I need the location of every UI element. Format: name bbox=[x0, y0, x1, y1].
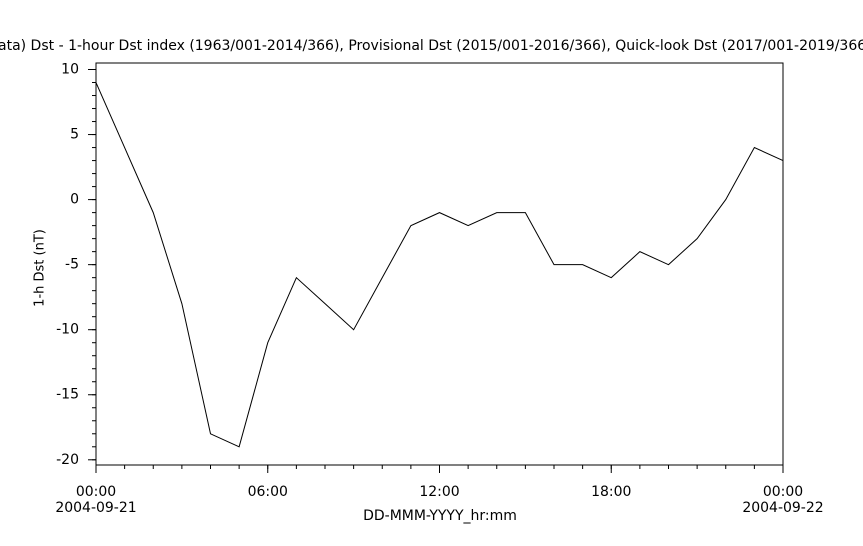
x-axis-label: DD-MMM-YYYY_hr:mm bbox=[363, 508, 517, 524]
plot-frame bbox=[95, 62, 784, 466]
y-tick-label: 5 bbox=[70, 127, 79, 143]
data-line bbox=[95, 82, 784, 448]
y-tick-label: -20 bbox=[56, 452, 79, 468]
y-tick-label: -5 bbox=[65, 257, 79, 273]
y-axis-label: 1-h Dst (nT) bbox=[33, 229, 48, 307]
x-date-label: 2004-09-22 bbox=[742, 500, 823, 516]
chart-title: ata) Dst - 1-hour Dst index (1963/001-20… bbox=[0, 38, 863, 54]
x-tick-label: 00:00 bbox=[763, 484, 803, 500]
x-tick-label: 00:00 bbox=[76, 484, 116, 500]
y-tick-label: -15 bbox=[56, 387, 79, 403]
x-date-label: 2004-09-21 bbox=[55, 500, 136, 516]
y-tick-label: 0 bbox=[70, 192, 79, 208]
x-tick-label: 06:00 bbox=[248, 484, 288, 500]
y-tick-label: 10 bbox=[61, 62, 79, 78]
y-tick-label: -10 bbox=[56, 322, 79, 338]
x-tick-label: 18:00 bbox=[591, 484, 631, 500]
x-tick-label: 12:00 bbox=[419, 484, 459, 500]
